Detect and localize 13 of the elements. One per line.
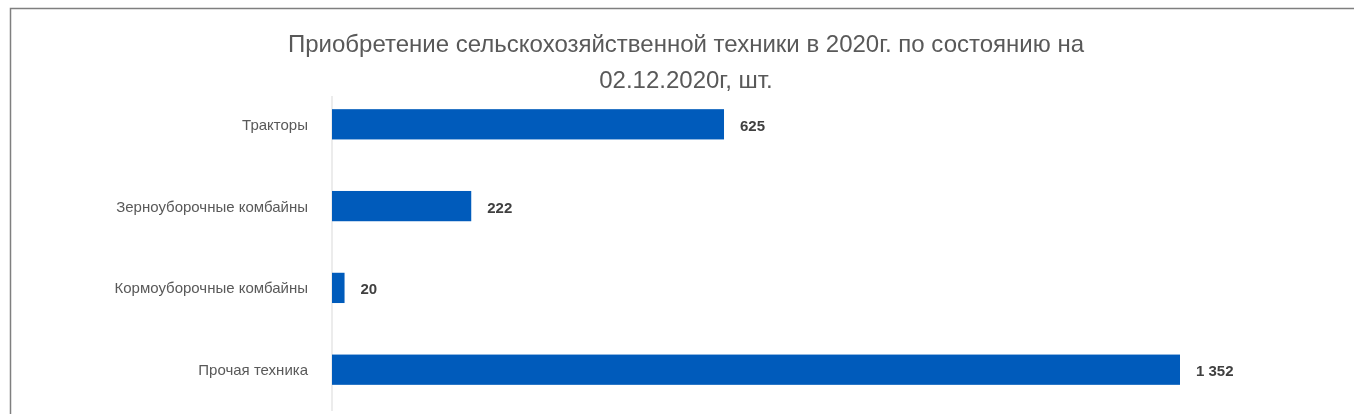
data-label: 20 — [360, 280, 378, 298]
y-tick-label: Кормоуборочные комбайны — [114, 279, 308, 297]
y-tick-label: Зерноуборочные комбайны — [116, 197, 308, 215]
y-tick-label: Тракторы — [242, 115, 308, 133]
bar — [332, 109, 725, 140]
bar — [332, 272, 345, 304]
bar — [332, 190, 472, 222]
data-label: 222 — [487, 198, 513, 216]
chart-title: Приобретение сельскохозяйственной техники в 2020г. по состоянию на 02.12.2020г, шт. — [288, 30, 1085, 93]
data-label: 1 352 — [1196, 362, 1234, 380]
y-tick-label: Прочая техника — [198, 361, 309, 379]
data-label: 625 — [740, 116, 766, 134]
bar — [332, 354, 1180, 385]
